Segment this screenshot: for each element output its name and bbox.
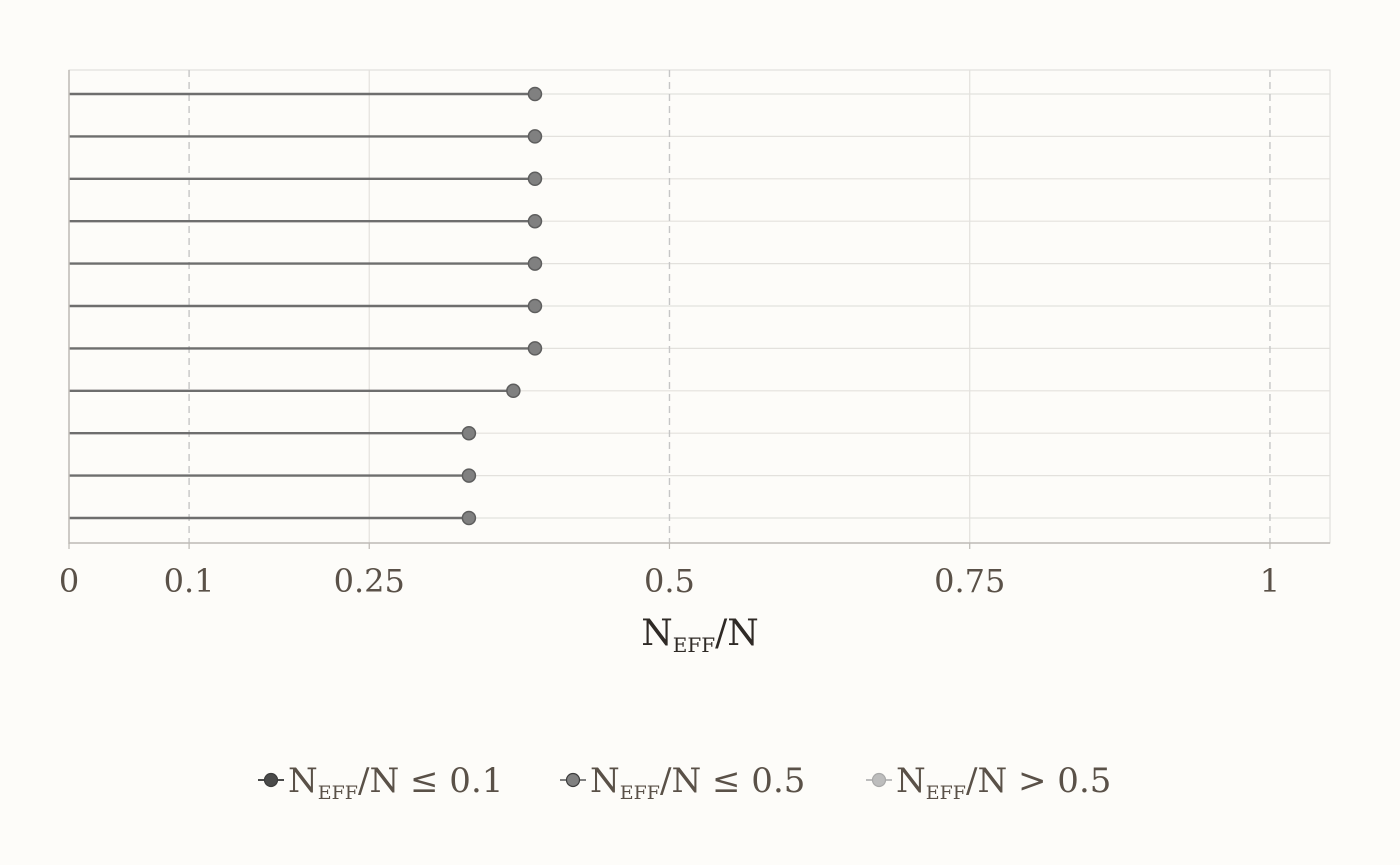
legend-key-point (871, 772, 887, 788)
lollipop-point (527, 256, 543, 271)
marks-layer (69, 86, 543, 526)
x-tick-label: 0.1 (164, 562, 215, 600)
x-tick-label: 0.25 (334, 562, 405, 600)
legend-item: NEFF/N > 0.5 (866, 761, 1111, 804)
x-tick-label: 1 (1260, 562, 1280, 600)
legend-label: NEFF/N ≤ 0.1 (288, 761, 503, 804)
legend-item: NEFF/N ≤ 0.1 (258, 761, 503, 804)
legend-label: NEFF/N ≤ 0.5 (590, 761, 805, 804)
lollipop-point (461, 425, 477, 441)
x-tick-label: 0.75 (934, 562, 1005, 600)
lollipop-point (506, 383, 521, 399)
x-axis: 0 0.1 0.25 0.5 0.75 1 (59, 70, 1330, 600)
x-axis-title: NEFF/N (641, 613, 759, 657)
lollipop-point (527, 341, 543, 356)
lollipop-point (527, 298, 543, 314)
x-tick-label: 0.5 (644, 562, 695, 600)
lollipop-point (461, 468, 477, 483)
legend-key-point (565, 772, 581, 788)
lollipop-point (527, 171, 543, 187)
legend: NEFF/N ≤ 0.1 NEFF/N ≤ 0.5 NEFF/N > 0.5 (258, 761, 1111, 804)
legend-label: NEFF/N > 0.5 (896, 761, 1111, 804)
legend-key-point (263, 772, 279, 788)
lollipop-point (527, 86, 543, 102)
legend-item: NEFF/N ≤ 0.5 (560, 761, 805, 804)
lollipop-point (461, 510, 477, 526)
lollipop-point (527, 129, 543, 144)
x-tick-label: 0 (59, 562, 79, 600)
lollipop-point (527, 213, 543, 229)
